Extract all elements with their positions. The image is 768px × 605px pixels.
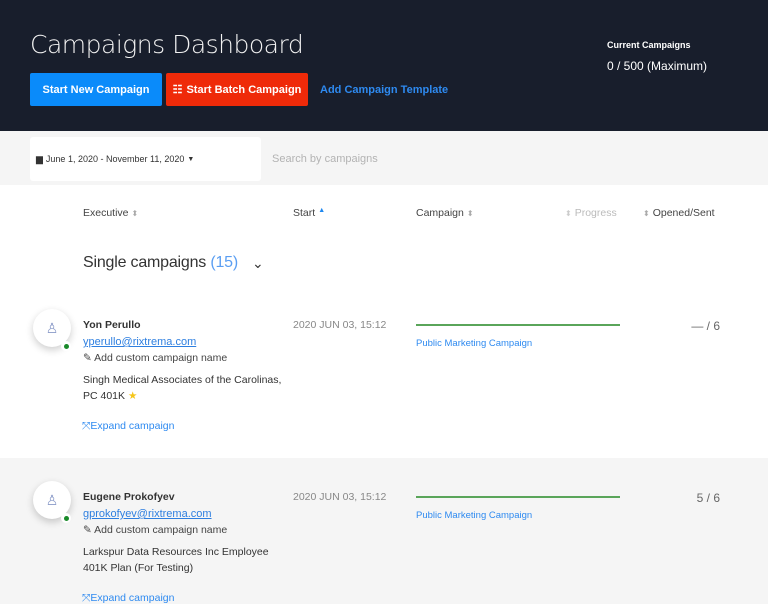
sort-icon: ⬍ xyxy=(565,208,572,218)
online-status-icon xyxy=(61,513,71,523)
executive-name: Yon Perullo xyxy=(83,319,141,331)
table-row: ♙ Yon Perullo yperullo@rixtrema.com ✎ Ad… xyxy=(0,296,768,461)
opened-sent-value: — / 6 xyxy=(691,319,720,333)
expand-campaign-label: Expand campaign xyxy=(90,420,175,432)
start-batch-campaign-button[interactable]: ☷ Start Batch Campaign xyxy=(166,73,308,106)
column-campaign-label: Campaign xyxy=(416,207,464,219)
start-new-campaign-button[interactable]: Start New Campaign xyxy=(30,73,162,106)
user-icon: ♙ xyxy=(33,309,71,347)
company-name-text: Singh Medical Associates of the Carolina… xyxy=(83,374,282,402)
progress-bar xyxy=(416,324,620,326)
chevron-down-icon[interactable]: ⌄ xyxy=(252,255,264,271)
group-header: Single campaigns (15) ⌄ xyxy=(83,254,264,272)
expand-campaign-button[interactable]: ⤧Expand campaign xyxy=(82,420,174,433)
group-title: Single campaigns (15) xyxy=(83,254,238,272)
header: Campaigns Dashboard Start New Campaign ☷… xyxy=(0,0,768,131)
calendar-icon: ▆ xyxy=(36,153,43,164)
column-start[interactable]: Start ▲ xyxy=(293,207,325,219)
expand-icon: ⤧ xyxy=(82,592,91,604)
column-campaign[interactable]: Campaign ⬍ xyxy=(416,207,474,219)
executive-name: Eugene Prokofyev xyxy=(83,491,175,503)
expand-campaign-button[interactable]: ⤧Expand campaign xyxy=(82,592,174,605)
add-campaign-template-link[interactable]: Add Campaign Template xyxy=(320,84,449,96)
date-range-value: June 1, 2020 - November 11, 2020 xyxy=(45,154,185,164)
pencil-icon: ✎ xyxy=(83,524,92,536)
company-name: Larkspur Data Resources Inc Employee 401… xyxy=(83,546,269,574)
executive-email-link[interactable]: gprokofyev@rixtrema.com xyxy=(83,508,212,520)
campaign-link[interactable]: Public Marketing Campaign xyxy=(416,510,533,521)
expand-icon: ⤧ xyxy=(82,420,91,432)
start-date: 2020 JUN 03, 15:12 xyxy=(293,491,387,503)
sort-icon: ⬍ xyxy=(131,208,139,218)
add-custom-name-button[interactable]: ✎ Add custom campaign name xyxy=(83,524,227,536)
add-custom-name-button[interactable]: ✎ Add custom campaign name xyxy=(83,352,227,364)
online-status-icon xyxy=(61,341,71,351)
column-opened-sent-label: Opened/Sent xyxy=(652,207,715,219)
column-opened-sent[interactable]: ⬍ Opened/Sent xyxy=(643,207,715,219)
table-row: ♙ Eugene Prokofyev gprokofyev@rixtrema.c… xyxy=(0,458,768,604)
start-date: 2020 JUN 03, 15:12 xyxy=(293,319,387,331)
column-executive-label: Executive xyxy=(83,207,129,219)
star-icon: ★ xyxy=(127,390,138,402)
search-input[interactable] xyxy=(272,150,572,168)
column-executive[interactable]: Executive ⬍ xyxy=(83,207,138,219)
caret-down-icon: ▼ xyxy=(187,155,195,163)
executive-email-link[interactable]: yperullo@rixtrema.com xyxy=(83,336,197,348)
column-progress[interactable]: ⬍ Progress xyxy=(565,207,617,219)
progress-bar xyxy=(416,496,620,498)
start-batch-campaign-label: Start Batch Campaign xyxy=(186,83,302,96)
add-custom-name-label: Add custom campaign name xyxy=(94,352,228,364)
user-icon: ♙ xyxy=(33,481,71,519)
pencil-icon: ✎ xyxy=(83,352,92,364)
expand-campaign-label: Expand campaign xyxy=(90,592,175,604)
current-campaigns-value: 0 / 500 (Maximum) xyxy=(607,59,708,73)
current-campaigns-label: Current Campaigns xyxy=(607,40,691,50)
opened-sent-value: 5 / 6 xyxy=(696,491,720,505)
group-count: (15) xyxy=(210,254,239,271)
add-custom-name-label: Add custom campaign name xyxy=(94,524,228,536)
list-icon: ☷ xyxy=(172,84,183,96)
campaign-link[interactable]: Public Marketing Campaign xyxy=(416,338,533,349)
column-start-label: Start xyxy=(293,207,316,219)
page-title: Campaigns Dashboard xyxy=(30,30,304,59)
company-name: Singh Medical Associates of the Carolina… xyxy=(83,372,298,404)
sort-icon: ⬍ xyxy=(466,208,474,218)
column-progress-label: Progress xyxy=(574,207,617,219)
group-title-label: Single campaigns xyxy=(83,254,207,271)
sort-ascending-icon: ▲ xyxy=(318,207,326,214)
date-range-picker[interactable]: ▆ June 1, 2020 - November 11, 2020 ▼ xyxy=(30,137,261,181)
sort-icon: ⬍ xyxy=(643,208,650,218)
